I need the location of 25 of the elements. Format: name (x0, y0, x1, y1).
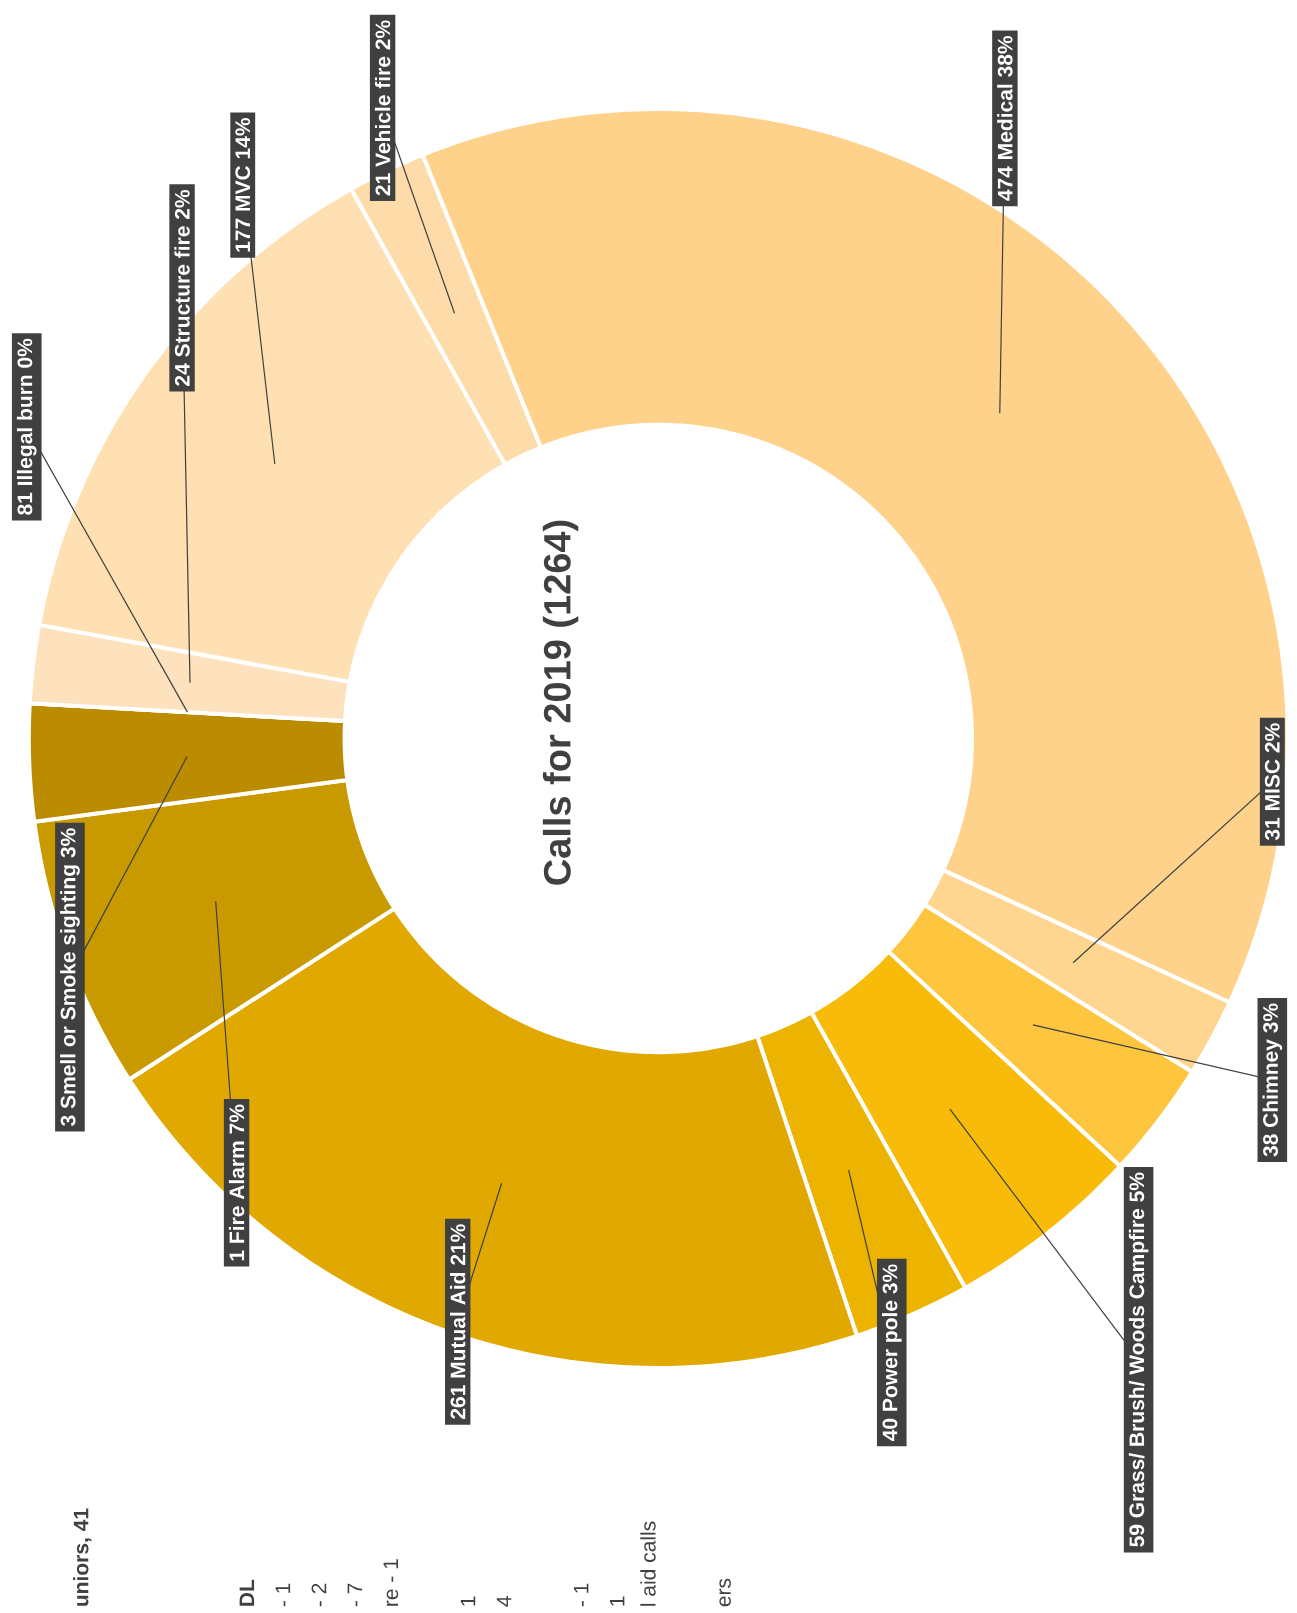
slice-label: 38 Chimney 3% (1262, 1003, 1283, 1157)
slice-label: 59 Grass/ Brush/ Woods Campfire 5% (1128, 1172, 1149, 1547)
text: uniors, 41 (73, 1508, 92, 1606)
text: - 1 (275, 1583, 291, 1607)
slice-label: 31 MISC 2% (1264, 723, 1280, 841)
slice-label: 474 Medical 38% (997, 35, 1013, 201)
slice-label: 177 MVC 14% (235, 118, 251, 252)
slice-label: 261 Mutual Aid 21% (450, 1224, 466, 1419)
slice-label: 1 Fire Alarm 7% (228, 1104, 245, 1261)
slice-label: 40 Power pole 3% (881, 1264, 902, 1441)
text: ers (719, 1578, 731, 1607)
text: - 2 (311, 1583, 327, 1607)
category-label: 81 Illegal burn 0% (16, 338, 37, 515)
text: 1 (460, 1596, 476, 1606)
text: 1 (609, 1596, 625, 1606)
slice-label: 24 Structure fire 2% (174, 189, 190, 386)
text: l aid calls (640, 1521, 656, 1606)
slice-label: 3 Smell or Smoke sighting 3% (60, 828, 80, 1126)
text: Calls for 2019 (1264) (542, 520, 579, 885)
text: re - 1 (383, 1559, 399, 1606)
text: - 1 (573, 1583, 589, 1607)
text: - 7 (347, 1583, 363, 1607)
text: DL (239, 1579, 255, 1606)
text: 4 (496, 1596, 512, 1607)
slice-label: 21 Vehicle fire 2% (374, 20, 391, 196)
